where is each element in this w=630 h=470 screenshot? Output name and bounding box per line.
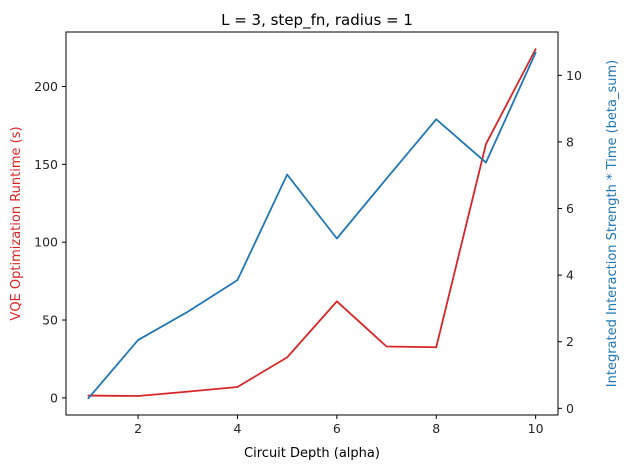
x-tick-label: 6 xyxy=(333,421,341,436)
x-tick-label: 8 xyxy=(432,421,440,436)
right-y-tick-label: 4 xyxy=(566,268,574,283)
left-y-tick-label: 150 xyxy=(34,157,58,172)
right-y-axis-ticks: 0 2 4 6 8 10 xyxy=(558,68,582,416)
series-lines xyxy=(87,48,537,400)
left-y-tick-label: 50 xyxy=(42,313,58,328)
x-tick-label: 2 xyxy=(134,421,142,436)
right-y-tick-label: 10 xyxy=(566,68,582,83)
left-y-tick-label: 200 xyxy=(34,79,58,94)
left-y-tick-label: 0 xyxy=(50,390,58,405)
left-y-axis-ticks: 0 50 100 150 200 xyxy=(34,79,66,405)
left-axis-series-line xyxy=(87,48,537,397)
chart-title: L = 3, step_fn, radius = 1 xyxy=(221,11,413,30)
right-y-tick-label: 0 xyxy=(566,401,574,416)
left-y-tick-label: 100 xyxy=(34,235,58,250)
right-y-tick-label: 2 xyxy=(566,334,574,349)
right-y-tick-label: 8 xyxy=(566,134,574,149)
x-tick-label: 4 xyxy=(233,421,241,436)
right-axis-series-line xyxy=(87,51,537,400)
right-y-axis-label: Integrated Interaction Strength * Time (… xyxy=(605,60,620,387)
left-y-axis-label: VQE Optimization Runtime (s) xyxy=(9,126,24,320)
right-y-tick-label: 6 xyxy=(566,201,574,216)
plot-area-frame xyxy=(65,31,559,416)
x-tick-label: 10 xyxy=(528,421,544,436)
x-axis-label: Circuit Depth (alpha) xyxy=(244,446,380,461)
x-axis-ticks: 2 4 6 8 10 xyxy=(134,415,544,436)
